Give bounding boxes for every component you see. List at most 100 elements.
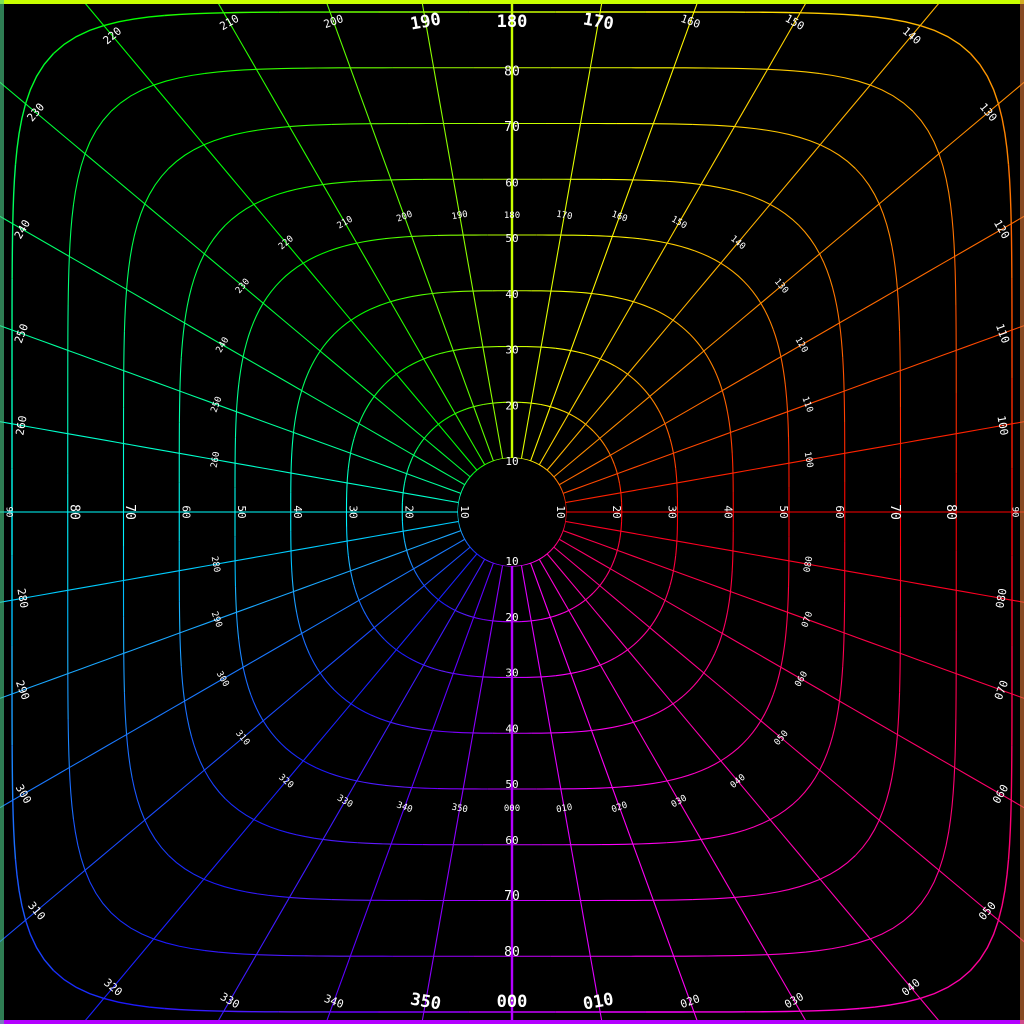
zenith-label-up: 60 xyxy=(505,176,518,189)
zenith-ring-segment xyxy=(11,745,14,801)
meridian-line xyxy=(0,520,459,603)
zenith-ring-segment xyxy=(703,350,716,371)
zenith-ring-segment xyxy=(430,592,439,601)
zenith-ring-segment xyxy=(675,468,678,483)
azimuth-outer-label: 150 xyxy=(783,12,807,33)
azimuth-inner-label: 020 xyxy=(610,800,629,815)
zenith-ring-segment xyxy=(653,123,693,125)
zenith-ring-segment xyxy=(396,365,410,375)
azimuth-inner-label: 160 xyxy=(610,210,629,225)
zenith-ring-segment xyxy=(667,242,696,252)
zenith-ring-segment xyxy=(72,819,86,871)
meridian-line xyxy=(325,562,494,1024)
zenith-ring-segment xyxy=(838,322,844,358)
zenith-ring-segment xyxy=(358,600,367,615)
azimuth-inner-label: 290 xyxy=(209,610,224,629)
zenith-ring-segment xyxy=(742,280,762,304)
zenith-ring-segment xyxy=(502,457,508,460)
zenith-ring-segment xyxy=(538,556,544,560)
zenith-ring-segment xyxy=(358,409,367,424)
zenith-ring-segment xyxy=(328,772,357,782)
zenith-ring-segment xyxy=(296,390,303,412)
zenith-ring-segment xyxy=(734,126,779,133)
zenith-ring-segment xyxy=(559,409,570,415)
zenith-ring-segment xyxy=(599,577,606,586)
zenith-ring-segment xyxy=(238,639,244,668)
zenith-ring-segment xyxy=(242,328,252,357)
zenith-ring-segment xyxy=(322,180,358,186)
zenith-ring-segment xyxy=(950,204,956,257)
azimuth-inner-label: 250 xyxy=(210,395,225,414)
zenith-ring-segment xyxy=(618,483,622,493)
zenith-ring-segment xyxy=(190,253,205,288)
zenith-ring-segment xyxy=(346,482,348,498)
zenith-ring-segment xyxy=(411,786,438,790)
meridian-line xyxy=(0,546,471,943)
zenith-ring-segment xyxy=(466,476,471,482)
zenith-ring-segment xyxy=(476,553,482,558)
zenith-ring-segment xyxy=(542,466,548,471)
zenith-ring-segment xyxy=(110,84,154,112)
zenith-ring-segment xyxy=(468,675,483,678)
zenith-ring-segment xyxy=(409,454,415,465)
zenith-ring-segment xyxy=(350,570,355,586)
zenith-ring-segment xyxy=(402,531,406,541)
edge-label-right: 90 xyxy=(1010,507,1020,518)
zenith-ring-segment xyxy=(464,538,468,544)
zenith-ring-segment xyxy=(484,462,490,466)
zenith-ring-segment xyxy=(280,742,304,762)
zenith-ring-segment xyxy=(938,153,952,205)
azimuth-inner-label: 190 xyxy=(451,210,469,223)
zenith-ring-segment xyxy=(84,110,112,154)
zenith-ring-segment xyxy=(402,483,406,493)
zenith-ring-segment xyxy=(493,562,499,565)
zenith-ring-segment xyxy=(262,720,282,744)
meridian-line xyxy=(0,421,459,504)
zenith-ring-segment xyxy=(546,469,552,474)
zenith-ring-segment xyxy=(472,469,478,474)
zenith-ring-segment xyxy=(559,609,570,615)
zenith-ring-segment xyxy=(384,235,412,240)
zenith-ring-segment xyxy=(406,550,411,560)
zenith-ring-segment xyxy=(493,459,499,462)
zenith-ring-segment xyxy=(245,126,290,133)
zenith-ring-segment xyxy=(131,203,146,247)
zenith-ring-segment xyxy=(183,287,192,324)
zenith-ring-segment xyxy=(454,609,465,615)
zenith-ring-segment xyxy=(556,480,560,486)
azimuth-inner-label: 180 xyxy=(504,211,520,221)
zenith-label-down: 20 xyxy=(505,611,518,624)
zenith-ring-segment xyxy=(954,718,957,768)
zenith-ring-segment xyxy=(767,950,820,956)
zenith-ring-segment xyxy=(322,838,358,844)
zenith-ring-segment xyxy=(555,672,571,677)
zenith-ring-segment xyxy=(390,296,412,303)
zenith-ring-segment xyxy=(563,521,566,527)
zenith-ring-segment xyxy=(855,819,880,856)
zenith-ring-segment xyxy=(234,586,238,613)
azimuth-outer-label: 310 xyxy=(25,899,48,923)
azimuth-inner-label: 110 xyxy=(799,395,814,414)
zenith-ring-segment xyxy=(855,168,880,205)
zenith-ring-segment xyxy=(365,614,375,628)
zenith-ring-segment xyxy=(614,649,628,659)
azimuth-outer-label: 040 xyxy=(899,976,923,999)
azimuth-outer-label: 300 xyxy=(13,782,34,806)
zenith-ring-segment xyxy=(736,190,771,205)
azimuth-inner-label: 080 xyxy=(803,556,816,574)
edge-label-left: 90 xyxy=(4,507,14,518)
meridian-line xyxy=(215,0,486,466)
zenith-label-right: 50 xyxy=(777,505,790,518)
zenith-ring-segment xyxy=(784,384,789,412)
zenith-ring-segment xyxy=(164,12,224,17)
zenith-ring-segment xyxy=(482,676,498,678)
zenith-ring-segment xyxy=(430,423,439,432)
zenith-label-down: 40 xyxy=(505,722,518,735)
zenith-ring-segment xyxy=(438,669,454,674)
zenith-ring-segment xyxy=(346,526,348,542)
zenith-ring-segment xyxy=(290,550,293,572)
azimuth-outer-label: 170 xyxy=(582,9,616,34)
zenith-ring-segment xyxy=(546,550,552,555)
meridian-line xyxy=(0,81,471,478)
